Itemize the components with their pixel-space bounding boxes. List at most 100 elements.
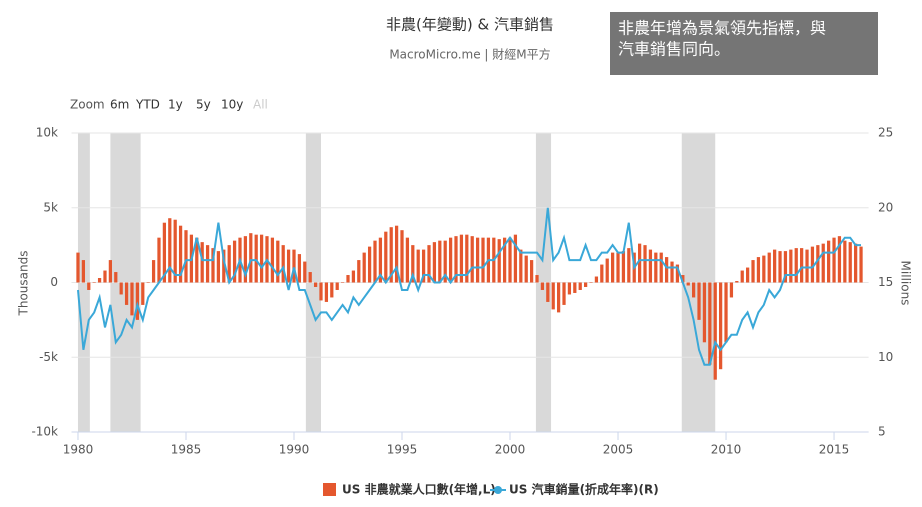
bar bbox=[686, 282, 690, 286]
bar bbox=[778, 251, 782, 283]
x-tick-label: 1995 bbox=[387, 443, 418, 457]
bar bbox=[540, 282, 545, 290]
bar bbox=[529, 260, 534, 283]
bar bbox=[692, 282, 696, 298]
bar bbox=[351, 270, 356, 283]
bar bbox=[119, 282, 123, 295]
bar bbox=[837, 236, 842, 283]
bar bbox=[713, 282, 717, 380]
bar bbox=[675, 264, 680, 283]
bar bbox=[151, 260, 156, 283]
bar bbox=[232, 240, 237, 283]
bar bbox=[643, 245, 647, 283]
bar bbox=[519, 249, 523, 283]
bar bbox=[259, 234, 264, 283]
bar bbox=[751, 260, 755, 283]
legend-label[interactable]: US 非農就業人口數(年增,L) bbox=[342, 482, 496, 497]
range-button[interactable]: 10y bbox=[221, 98, 243, 112]
y2-tick-label: 5 bbox=[878, 425, 886, 439]
x-tick-label: 2015 bbox=[819, 443, 850, 457]
range-button[interactable]: 1y bbox=[168, 98, 183, 112]
bar bbox=[794, 248, 798, 283]
bar bbox=[367, 246, 372, 283]
bar bbox=[448, 237, 453, 283]
range-button[interactable]: 5y bbox=[196, 98, 211, 112]
bar bbox=[724, 282, 728, 343]
bar bbox=[124, 282, 129, 305]
bar bbox=[173, 219, 177, 283]
bar bbox=[573, 282, 577, 293]
bar bbox=[556, 282, 561, 313]
bar bbox=[805, 249, 809, 283]
bar bbox=[848, 242, 852, 283]
range-button[interactable]: YTD bbox=[135, 98, 160, 112]
x-tick-label: 1985 bbox=[171, 443, 202, 457]
range-button[interactable]: 6m bbox=[110, 98, 129, 112]
y2-tick-label: 10 bbox=[878, 350, 893, 364]
bar bbox=[292, 249, 296, 283]
bar bbox=[438, 240, 442, 283]
bar bbox=[313, 282, 318, 287]
bar bbox=[719, 282, 723, 370]
bar bbox=[222, 249, 226, 283]
bar bbox=[168, 218, 172, 283]
bar bbox=[670, 261, 674, 283]
bar bbox=[594, 276, 599, 283]
bar bbox=[400, 230, 404, 283]
bar bbox=[141, 282, 145, 305]
bar bbox=[146, 282, 150, 283]
bar bbox=[427, 245, 431, 283]
bar bbox=[513, 234, 518, 283]
annotation: 汽車銷售同向。 bbox=[618, 40, 730, 59]
bar bbox=[303, 261, 307, 283]
bar bbox=[416, 249, 420, 283]
bar bbox=[357, 260, 361, 283]
y2-tick-label: 20 bbox=[878, 200, 893, 214]
bar bbox=[389, 227, 393, 283]
bar bbox=[205, 245, 210, 283]
bar bbox=[843, 240, 847, 283]
bar bbox=[87, 282, 91, 290]
bar bbox=[270, 237, 275, 283]
y2-tick-label: 15 bbox=[878, 275, 893, 289]
bar bbox=[740, 270, 744, 283]
legend-label[interactable]: US 汽車銷量(折成年率)(R) bbox=[509, 482, 659, 497]
bar bbox=[665, 257, 669, 283]
bar bbox=[508, 237, 512, 283]
x-tick-label: 2010 bbox=[711, 443, 742, 457]
y-axis-title: Thousands bbox=[17, 251, 31, 317]
bar bbox=[816, 245, 820, 283]
bar bbox=[648, 249, 653, 283]
bar bbox=[465, 234, 469, 283]
bar bbox=[475, 237, 480, 283]
bar bbox=[454, 236, 458, 283]
x-tick-label: 2000 bbox=[495, 443, 526, 457]
bar bbox=[335, 282, 339, 290]
bar bbox=[546, 282, 550, 302]
bar bbox=[756, 257, 761, 283]
bar bbox=[384, 231, 388, 283]
bar bbox=[681, 275, 685, 283]
range-button[interactable]: All bbox=[253, 98, 268, 112]
bar bbox=[567, 282, 572, 295]
bar bbox=[216, 251, 221, 283]
y-tick-label: -5k bbox=[39, 350, 58, 364]
bar bbox=[502, 237, 507, 283]
bar bbox=[535, 275, 539, 283]
bar bbox=[789, 249, 793, 283]
bar bbox=[627, 248, 631, 283]
bar bbox=[405, 237, 410, 283]
bar bbox=[762, 255, 766, 283]
bar bbox=[130, 282, 134, 316]
bar bbox=[254, 234, 258, 283]
y-tick-label: -10k bbox=[31, 425, 58, 439]
bar bbox=[378, 237, 383, 283]
bar bbox=[767, 252, 771, 283]
bar bbox=[821, 243, 825, 283]
line bbox=[77, 207, 861, 366]
bar bbox=[583, 282, 588, 287]
bar bbox=[432, 242, 437, 283]
y-tick-label: 0 bbox=[50, 275, 58, 289]
bar bbox=[211, 248, 215, 283]
